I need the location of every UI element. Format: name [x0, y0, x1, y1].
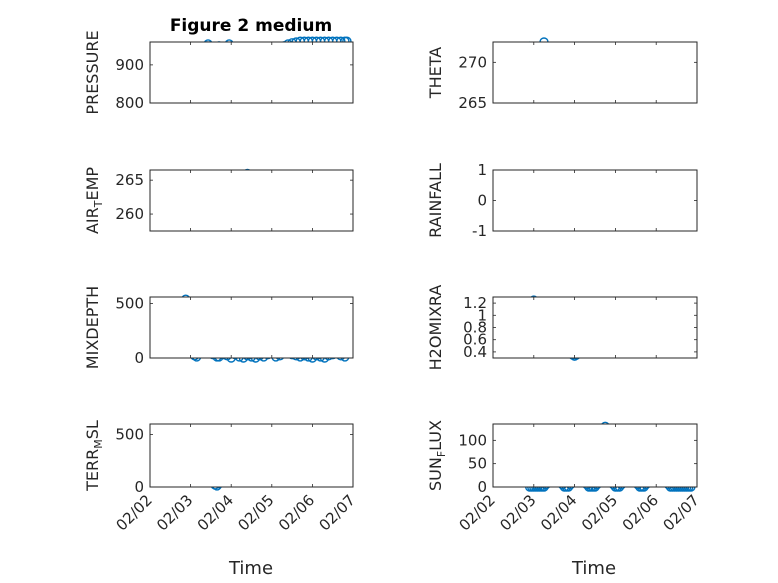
x-tick-label: 02/02 [456, 491, 499, 534]
axes-frame [149, 423, 354, 488]
subplot-air: 260 265 AIRTEMP [83, 167, 354, 234]
y-axis-label-text: PRESSURE [83, 30, 102, 114]
y-tick-label: -1 [472, 222, 487, 240]
subplot-rainfall: -1 0 1 RAINFALL [426, 161, 698, 240]
subplot-theta: 265 270 THETA [426, 37, 698, 112]
y-axis-label: TERRMSL [83, 420, 105, 492]
y-axis-label-text: AIR [83, 207, 102, 234]
y-axis-label: RAINFALL [426, 163, 445, 238]
x-tick-label: 02/06 [619, 491, 662, 534]
y-tick-label: 900 [115, 56, 144, 74]
y-axis-label-text: TERR [83, 449, 102, 492]
subplot-grid: 800 900 PRESSURE 265 270 THETA 260 265 AIRTEMP -1… [83, 30, 703, 534]
axes-frame [492, 169, 698, 232]
y-axis-label-tail: EMP [83, 167, 102, 201]
y-axis-label: PRESSURE [83, 30, 102, 114]
axes-frame [149, 169, 354, 232]
subplot-pressure: 800 900 PRESSURE [83, 30, 354, 115]
x-tick-label: 02/02 [113, 491, 156, 534]
y-tick-label: 500 [115, 295, 144, 313]
y-axis-label-subscript: F [435, 451, 448, 457]
y-tick-label: 0.6 [463, 331, 487, 349]
x-axis-label-right: Time [571, 558, 616, 579]
x-tick-label: 02/06 [275, 491, 318, 534]
y-tick-label: 800 [115, 94, 144, 112]
y-axis-label-subscript: M [92, 439, 105, 449]
y-tick-label: 265 [458, 94, 487, 112]
y-tick-label: 1 [477, 306, 487, 324]
x-tick-label: 02/03 [153, 491, 196, 534]
y-axis-label: H2OMIXRA [426, 285, 445, 371]
x-tick-label: 02/03 [496, 491, 539, 534]
y-tick-label: 50 [468, 455, 487, 473]
y-tick-label: 0.4 [463, 343, 487, 361]
y-axis-label-tail: LUX [426, 420, 445, 451]
y-axis-label-text: MIXDEPTH [83, 286, 102, 369]
x-tick-label: 02/07 [660, 491, 703, 534]
y-axis-label: MIXDEPTH [83, 286, 102, 369]
y-tick-label: 0 [134, 349, 144, 367]
y-tick-label: 270 [458, 53, 487, 71]
y-axis-label-text: RAINFALL [426, 163, 445, 238]
y-tick-label: 0.8 [463, 319, 487, 337]
x-tick-label: 02/05 [578, 491, 621, 534]
axes-frame [149, 41, 354, 104]
subplot-mixdepth: 0 500 MIXDEPTH [83, 286, 354, 369]
y-tick-label: 500 [115, 426, 144, 444]
y-tick-label: 1 [477, 161, 487, 179]
axes-frame [149, 296, 354, 359]
x-tick-label: 02/07 [316, 491, 359, 534]
subplot-h2omixra: 0.40.60.811.2 H2OMIXRA [426, 285, 698, 371]
y-axis-label: AIRTEMP [83, 167, 105, 234]
x-tick-label: 02/05 [234, 491, 277, 534]
y-tick-label: 0 [477, 192, 487, 210]
x-axis-label-left: Time [228, 558, 273, 579]
y-axis-label-text: SUN [426, 457, 445, 491]
y-tick-label: 0 [134, 478, 144, 496]
y-tick-label: 265 [115, 171, 144, 189]
y-tick-label: 100 [458, 431, 487, 449]
y-axis-label-tail: SL [83, 420, 102, 439]
y-axis-label: THETA [426, 47, 445, 99]
x-tick-label: 02/04 [194, 491, 237, 534]
y-tick-label: 1.2 [463, 294, 487, 312]
y-tick-label: 0 [477, 478, 487, 496]
axes-frame [492, 41, 698, 104]
x-tick-label: 02/04 [537, 491, 580, 534]
y-axis-label-text: H2OMIXRA [426, 285, 445, 371]
axes-frame [492, 296, 698, 359]
y-axis-label: SUNFLUX [426, 420, 448, 491]
figure-title: Figure 2 medium [170, 16, 332, 36]
y-tick-label: 260 [115, 205, 144, 223]
y-axis-label-text: THETA [426, 47, 445, 99]
y-axis-label-subscript: T [92, 200, 105, 208]
axes-frame [492, 423, 698, 488]
